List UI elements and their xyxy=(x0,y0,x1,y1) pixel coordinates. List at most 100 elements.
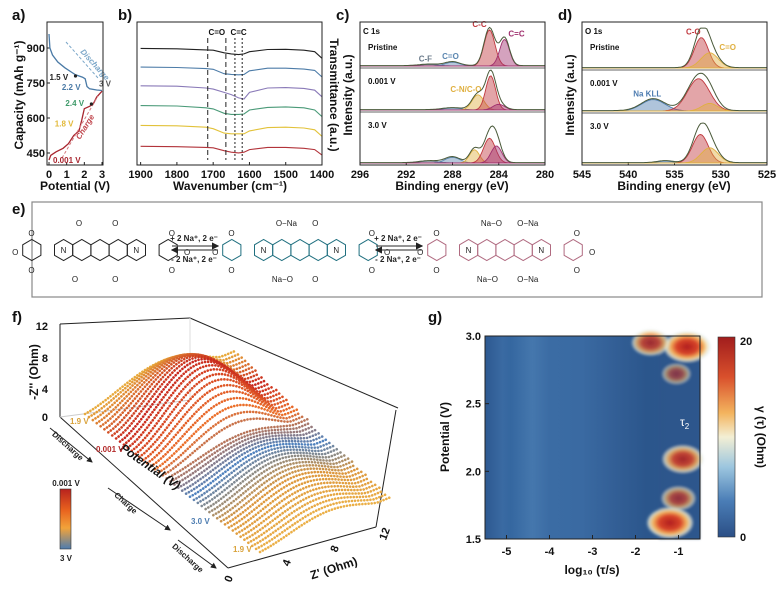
carbonyl-substituent: O xyxy=(312,275,318,284)
xps-envelope xyxy=(360,125,545,164)
impedance-point-series xyxy=(215,460,354,520)
atom-n: N xyxy=(61,246,67,255)
carbonyl-substituent: Na−O xyxy=(481,219,502,228)
reaction-forward-label-2: + 2 Na⁺, 2 e⁻ xyxy=(374,234,422,243)
panel-label-a: a) xyxy=(12,7,25,24)
peak-label: C=O xyxy=(719,43,736,52)
methoxy-o: O xyxy=(384,248,390,257)
tau2-annotation: τ2 xyxy=(680,415,690,431)
impedance-point-series xyxy=(184,434,326,495)
ftir-spectrum xyxy=(140,47,323,59)
xtick-g: -1 xyxy=(674,546,684,558)
annotation-label: 0.001 V xyxy=(53,156,81,165)
xlabel-a: Potential (V) xyxy=(40,179,110,193)
methoxy-o: O xyxy=(433,229,439,238)
impedance-point-series xyxy=(177,427,319,489)
carbonyl-substituent: O−Na xyxy=(276,219,298,228)
panel-d: d) 545 540 535 530 525 C-O C=O Pristine Na KLL 0.… xyxy=(558,7,776,193)
annotation-dot xyxy=(89,102,93,106)
xtick-f-8: 8 xyxy=(328,544,341,554)
methoxy-o: O xyxy=(228,266,234,275)
xtick-g: -5 xyxy=(502,546,512,558)
potential-label-1: 1.9 V xyxy=(70,417,89,426)
ring xyxy=(22,238,42,262)
ytick-g: 3.0 xyxy=(466,331,481,343)
potential-label-3: 3.0 V xyxy=(191,517,210,526)
impedance-point-series xyxy=(208,453,347,514)
discharge-arrow xyxy=(65,41,99,79)
carbonyl-substituent: Na−O xyxy=(477,275,498,284)
marker-label: C=O xyxy=(208,28,225,37)
xtick-b: 1500 xyxy=(273,169,297,181)
charge-label: Charge xyxy=(74,112,97,141)
xps-envelope xyxy=(360,69,545,111)
xtick-c: 296 xyxy=(351,169,369,181)
annotation-label: 2.4 V xyxy=(65,99,84,108)
methoxy-o: O xyxy=(184,248,190,257)
xps-peak xyxy=(582,147,767,164)
plot-frame-g xyxy=(484,335,701,540)
spectrum-label: 3.0 V xyxy=(590,122,609,131)
plot-frame-a xyxy=(46,21,104,166)
peak-label: C-O xyxy=(686,28,701,37)
colorbar-g-tick-0: 0 xyxy=(740,532,746,544)
plot-frame-d xyxy=(581,21,768,166)
impedance-point-series xyxy=(212,457,350,517)
impedance-point-series xyxy=(188,437,330,499)
spectrum-label: 0.001 V xyxy=(590,79,618,88)
spectrum-label: Pristine xyxy=(368,43,398,52)
ytick-a: 600 xyxy=(27,113,45,125)
xps-envelope xyxy=(360,26,545,67)
impedance-point-series xyxy=(157,410,302,474)
potential-label-4: 1.9 V xyxy=(233,545,252,554)
3d-box xyxy=(59,317,399,569)
xtick-a: 0 xyxy=(46,169,52,181)
impedance-point-series xyxy=(161,414,306,477)
impedance-point-series xyxy=(145,390,292,465)
impedance-point-series xyxy=(180,431,323,492)
ring xyxy=(531,238,551,262)
impedance-point-series xyxy=(153,403,299,471)
xtick-c: 284 xyxy=(490,169,509,181)
panel-c: c) 296 292 288 284 280 C-F C=O C-C C=C Pristine C-… xyxy=(336,7,554,193)
methoxy-o: O xyxy=(169,266,175,275)
colorbar-f: 0.001 V 3 V xyxy=(52,479,80,563)
impedance-point-series xyxy=(219,463,357,523)
spectrum-label: 0.001 V xyxy=(368,77,396,86)
xtick-b: 1900 xyxy=(128,169,152,181)
ztick-8: 8 xyxy=(42,353,48,365)
annotation-label: 1.8 V xyxy=(55,120,74,129)
xps-envelope xyxy=(582,27,767,69)
heatmap-hotspot xyxy=(660,486,697,511)
xlabel-b: Wavenumber (cm⁻¹) xyxy=(173,179,287,193)
impedance-point-series xyxy=(142,383,288,462)
ring xyxy=(427,238,447,262)
xps-envelope xyxy=(582,72,767,112)
marker-label: C=C xyxy=(230,28,246,37)
ylabel-f: Potential (V) xyxy=(118,441,183,493)
atom-n: N xyxy=(333,246,339,255)
atom-n: N xyxy=(538,246,544,255)
impedance-point-series xyxy=(165,418,309,480)
heatmap-hotspot xyxy=(630,329,671,357)
direction-charge: Charge xyxy=(112,491,139,516)
ring xyxy=(254,238,274,262)
ytick-a: 750 xyxy=(27,78,45,90)
panel-label-g: g) xyxy=(428,309,442,326)
carbonyl-substituent: O xyxy=(76,219,82,228)
heatmap-hotspots xyxy=(630,329,712,539)
ztick-4: 4 xyxy=(42,384,49,396)
methoxy-o: O xyxy=(169,229,175,238)
methoxy-o: O xyxy=(369,266,375,275)
ztick-0: 0 xyxy=(42,412,48,424)
ylabel-a: Capacity (mAh g⁻¹) xyxy=(12,40,26,149)
xtick-f-12: 12 xyxy=(377,526,392,542)
impedance-point-series xyxy=(239,479,375,538)
impedance-point-series xyxy=(169,421,313,483)
ring xyxy=(326,238,346,262)
ytick-a: 900 xyxy=(27,43,45,55)
atom-n: N xyxy=(466,246,472,255)
carbonyl-substituent: O xyxy=(112,219,118,228)
impedance-point-series xyxy=(250,489,385,548)
